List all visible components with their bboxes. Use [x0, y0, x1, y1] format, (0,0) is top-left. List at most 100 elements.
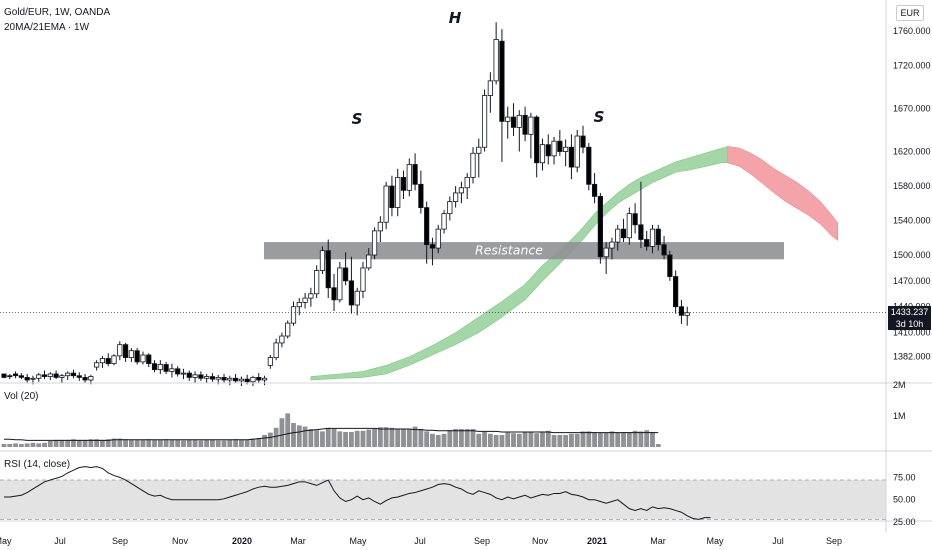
volume-bar: [100, 439, 105, 447]
candle-body: [117, 344, 123, 357]
volume-bar: [424, 431, 430, 447]
candle: [568, 134, 575, 180]
candle: [447, 196, 453, 221]
volume-legend[interactable]: Vol (20): [4, 391, 39, 402]
candle-body: [435, 228, 441, 249]
candle-body: [534, 116, 540, 164]
volume-bar: [314, 430, 320, 447]
candle: [528, 112, 534, 159]
candle: [24, 373, 30, 383]
candle-body: [366, 254, 372, 269]
candle: [429, 237, 436, 266]
rsi-line: [4, 466, 711, 520]
price-tick-label: 1470.000: [893, 276, 931, 286]
volume-bar: [516, 433, 522, 447]
volume-bar: [360, 430, 366, 447]
indicator-legend[interactable]: 20MA/21EMA · 1W: [4, 22, 90, 33]
resistance-zone[interactable]: Resistance: [264, 242, 784, 260]
candle-body: [412, 164, 418, 185]
candle: [302, 292, 308, 309]
volume-bar: [487, 433, 493, 447]
volume-bar: [563, 435, 569, 447]
volume-bar: [580, 431, 586, 447]
candle: [47, 372, 53, 380]
rsi-legend[interactable]: RSI (14, close): [4, 459, 71, 470]
candle: [638, 181, 644, 249]
candle-body: [487, 80, 493, 96]
volume-bar: [65, 439, 71, 447]
currency-badge[interactable]: EUR: [896, 5, 924, 21]
volume-bar: [337, 431, 343, 447]
candle: [632, 203, 638, 234]
candle-body: [192, 374, 198, 378]
time-tick-label: 2021: [587, 536, 607, 546]
candle: [279, 332, 285, 348]
volume-bar: [522, 432, 528, 447]
candle-body: [343, 267, 349, 282]
volume-bar: [36, 443, 42, 447]
candle: [285, 320, 291, 339]
candle-body: [232, 377, 239, 382]
volume-bar: [82, 439, 88, 447]
candle: [169, 363, 175, 378]
candle-body: [175, 368, 181, 375]
volume-bar: [638, 431, 644, 447]
candle-body: [180, 372, 187, 375]
candle: [12, 371, 19, 379]
candle-body: [204, 376, 210, 379]
candle-body: [151, 363, 158, 371]
candle: [296, 298, 302, 316]
candle-body: [59, 375, 65, 378]
volume-bar: [430, 433, 435, 447]
symbol-title[interactable]: Gold/EUR, 1W, OANDA: [4, 7, 111, 18]
volume-bar: [586, 431, 592, 447]
time-tick-label: Nov: [172, 536, 189, 546]
candle-body: [510, 116, 517, 128]
volume-bar: [615, 432, 621, 447]
candle: [389, 175, 395, 217]
candle-body: [36, 374, 42, 379]
volume-bar: [389, 427, 395, 447]
price-tick-label: 1410.000: [893, 328, 931, 338]
volume-bar: [117, 438, 123, 447]
candle-body: [169, 368, 175, 372]
volume-bar: [441, 433, 447, 447]
volume-bar: [210, 439, 215, 447]
candle: [649, 224, 656, 254]
volume-bar: [401, 429, 406, 447]
rsi-tick-label: 50.00: [893, 495, 916, 505]
candle-body: [603, 247, 609, 258]
candle: [453, 186, 459, 208]
volume-bar: [24, 443, 30, 447]
candle: [481, 89, 488, 152]
candle: [117, 341, 123, 361]
volume-bar: [1, 444, 7, 447]
volume-bar: [88, 439, 94, 447]
volume-bar: [453, 429, 459, 447]
volume-bar: [632, 430, 638, 447]
candle-body: [476, 146, 482, 154]
candle-body: [586, 146, 592, 185]
candle: [545, 134, 551, 165]
time-tick-label: Sep: [826, 536, 842, 546]
volume-bar: [227, 439, 233, 447]
price-tick-label: 1620.000: [893, 147, 931, 157]
candle-body: [493, 39, 499, 82]
candle-body: [348, 280, 355, 306]
candle: [175, 366, 181, 377]
candle-body: [522, 114, 528, 135]
candle: [1, 373, 7, 379]
volume-bar: [331, 429, 337, 447]
candle-body: [186, 372, 192, 378]
volume-bar: [470, 429, 476, 447]
candle: [198, 371, 204, 381]
volume-bar: [621, 432, 626, 447]
volume-bar: [406, 429, 412, 447]
time-tick-label: May: [0, 536, 12, 546]
head-label: H: [449, 9, 462, 27]
candle: [163, 361, 169, 374]
volume-bar: [505, 432, 511, 447]
right-shoulder-label: S: [594, 108, 605, 126]
candle-body: [551, 140, 557, 157]
volume-bar: [244, 439, 250, 447]
